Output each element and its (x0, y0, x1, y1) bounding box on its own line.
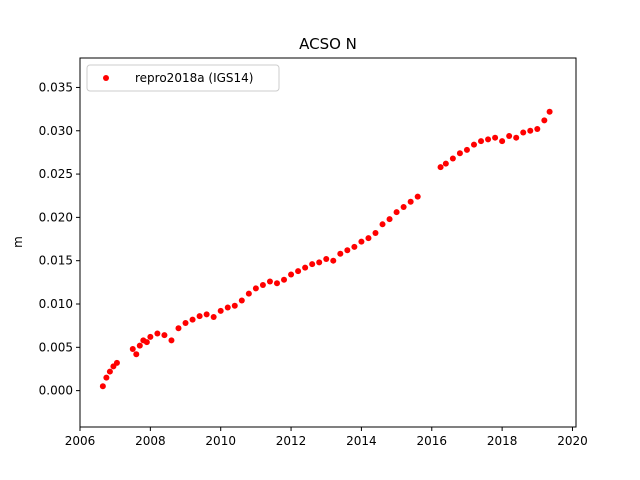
data-points (99, 108, 553, 390)
data-point (252, 285, 259, 292)
data-point (113, 359, 120, 366)
data-point (534, 126, 541, 133)
data-point (344, 247, 351, 254)
x-tick-label: 2018 (487, 434, 518, 448)
data-point (309, 261, 316, 268)
data-point (393, 209, 400, 216)
data-point (203, 311, 210, 318)
x-tick-label: 2016 (416, 434, 447, 448)
data-point (527, 127, 534, 134)
data-point (379, 221, 386, 228)
data-point (407, 198, 414, 205)
data-point (175, 325, 182, 332)
data-point (103, 374, 110, 381)
data-point (463, 146, 470, 153)
data-point (520, 129, 527, 136)
data-point (288, 271, 295, 278)
y-tick-label: 0.025 (39, 167, 73, 181)
data-point (506, 132, 513, 139)
data-point (154, 330, 161, 337)
x-axis: 2006 2008 2010 2012 2014 2016 2018 2020 (65, 427, 588, 448)
data-point (106, 368, 113, 375)
plot-frame (79, 57, 577, 428)
data-point (316, 259, 323, 266)
data-point (295, 268, 302, 275)
x-tick-label: 2012 (276, 434, 307, 448)
data-point (147, 333, 154, 340)
data-point (546, 108, 553, 115)
y-tick-label: 0.015 (39, 254, 73, 268)
y-tick-label: 0.010 (39, 297, 73, 311)
data-point (365, 235, 372, 242)
data-point (210, 313, 217, 320)
y-tick-label: 0.005 (39, 340, 73, 354)
y-tick-label: 0.020 (39, 210, 73, 224)
data-point (245, 290, 252, 297)
data-point (259, 281, 266, 288)
data-point (182, 320, 189, 327)
data-point (129, 346, 136, 353)
data-point (217, 307, 224, 314)
legend-label: repro2018a (IGS14) (135, 71, 253, 85)
data-point (513, 134, 520, 141)
data-point (196, 313, 203, 320)
data-point (238, 297, 245, 304)
data-point (143, 339, 150, 346)
data-point (414, 193, 421, 200)
legend: repro2018a (IGS14) (86, 64, 280, 92)
x-tick-label: 2014 (346, 434, 377, 448)
data-point (302, 264, 309, 271)
y-tick-label: 0.035 (39, 80, 73, 94)
x-tick-label: 2010 (205, 434, 236, 448)
data-point (189, 316, 196, 323)
data-point (136, 342, 143, 349)
data-point (337, 250, 344, 257)
data-point (323, 255, 330, 262)
data-point (492, 134, 499, 141)
data-point (400, 203, 407, 210)
data-point (456, 150, 463, 157)
y-axis-label: m (11, 236, 25, 248)
data-point (442, 160, 449, 167)
legend-box (86, 64, 280, 92)
data-point (470, 141, 477, 148)
y-axis: 0.000 0.005 0.010 0.015 0.020 0.025 0.030 0.035 (39, 80, 80, 398)
y-tick-label: 0.000 (39, 384, 73, 398)
chart-title: ACSO N (299, 35, 357, 53)
data-point (99, 383, 106, 390)
data-point (541, 117, 548, 124)
x-tick-label: 2006 (65, 434, 96, 448)
x-tick-label: 2008 (135, 434, 166, 448)
data-point (478, 138, 485, 145)
data-point (273, 280, 280, 287)
data-point (485, 136, 492, 143)
x-tick-label: 2020 (557, 434, 588, 448)
data-point (437, 164, 444, 171)
data-point (168, 337, 175, 344)
data-point (499, 138, 506, 145)
data-point (231, 302, 238, 309)
y-tick-label: 0.030 (39, 124, 73, 138)
data-point (161, 332, 168, 339)
data-point (281, 276, 288, 283)
data-point (330, 257, 337, 264)
data-point (449, 155, 456, 162)
data-point (266, 278, 273, 285)
data-point (358, 238, 365, 245)
data-point (372, 229, 379, 236)
data-point (386, 216, 393, 223)
data-point (351, 243, 358, 250)
data-point (133, 351, 140, 358)
legend-marker (103, 75, 109, 81)
data-point (224, 304, 231, 311)
